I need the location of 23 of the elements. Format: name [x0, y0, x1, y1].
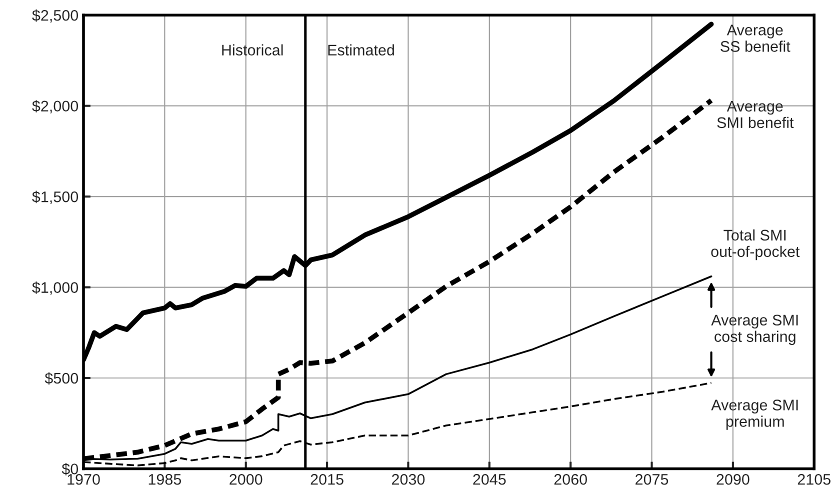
x-tick-label: 2090 [716, 474, 750, 485]
annotation: Estimated [328, 44, 394, 56]
x-tick-label: 2045 [473, 474, 506, 485]
series-label: Average SS benefit [720, 24, 790, 52]
x-tick-label: 2105 [798, 474, 830, 485]
series-label: Total SMI out-of-pocket [711, 229, 800, 260]
y-tick-label: $2,500 [32, 9, 78, 23]
x-tick-label: 2030 [392, 474, 425, 485]
annotation: Average SMI cost sharing [711, 314, 798, 345]
x-tick-label: 2000 [230, 474, 262, 485]
series-label: Average SMI premium [711, 400, 798, 430]
annotation: Historical [222, 44, 283, 56]
y-tick-label: $500 [44, 372, 78, 385]
series-label: Average SMI benefit [717, 100, 794, 128]
x-tick-label: 2015 [310, 474, 344, 485]
x-tick-label: 2060 [554, 474, 587, 485]
x-tick-label: 1970 [68, 474, 100, 485]
x-tick-label: 1985 [148, 474, 182, 485]
x-tick-label: 2075 [636, 474, 668, 485]
y-tick-label: $2,000 [32, 100, 78, 114]
y-tick-label: $1,500 [32, 190, 78, 204]
y-tick-label: $0 [62, 462, 78, 476]
y-tick-label: $1,000 [32, 282, 78, 295]
